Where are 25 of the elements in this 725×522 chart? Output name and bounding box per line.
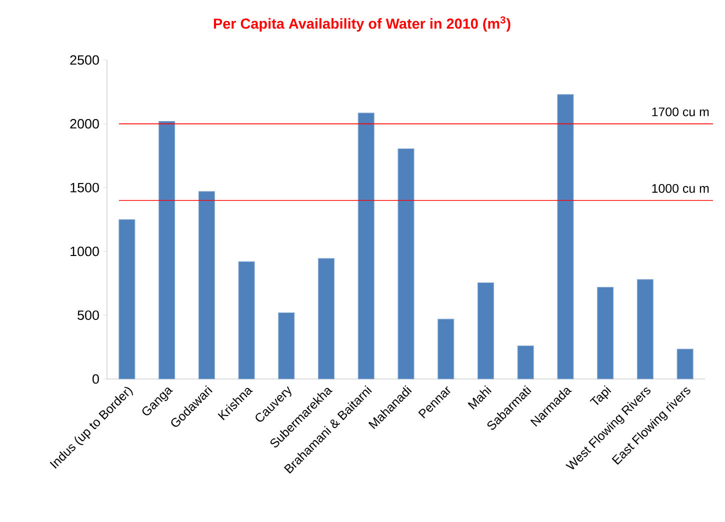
bar [358, 112, 374, 380]
ref-line-label: 1700 cu m [652, 107, 709, 116]
bar [597, 286, 614, 380]
bar [198, 191, 215, 380]
bar [438, 318, 454, 380]
y-tick-label: 2500 [70, 55, 99, 65]
y-tick-label: 0 [92, 374, 99, 384]
bar [238, 261, 255, 380]
ref-line-label: 1000 cu m [652, 184, 709, 193]
bar [477, 282, 494, 380]
bar [636, 279, 654, 380]
x-tick-label: Tapi [590, 385, 612, 405]
bar [158, 120, 176, 380]
y-tick-label: 1000 [70, 246, 99, 256]
chart-title: Per Capita Availability of Water in 2010 (m$^{3}$) [214, 16, 510, 32]
bar [278, 312, 295, 380]
y-tick-label: 500 [78, 310, 99, 320]
bar [118, 219, 136, 380]
bar [398, 148, 414, 380]
bar [517, 346, 534, 380]
y-tick-label: 1500 [70, 182, 99, 192]
y-tick-label: 2000 [70, 119, 99, 129]
bar [676, 348, 694, 380]
bar [557, 94, 574, 380]
bar [318, 258, 335, 380]
